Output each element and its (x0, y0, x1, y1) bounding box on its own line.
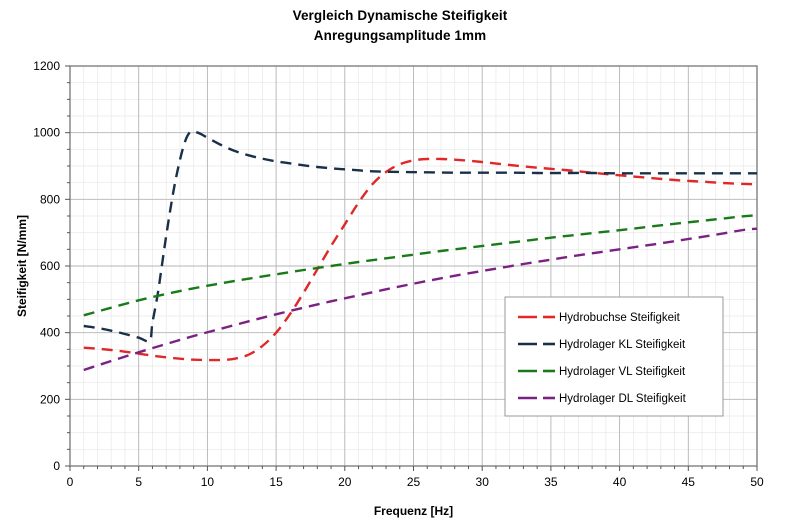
series-line-2 (83, 214, 757, 317)
chart-title: Vergleich Dynamische Steifigkeit (292, 8, 508, 23)
y-tick-label: 200 (40, 392, 60, 406)
x-tick-label: 5 (135, 475, 142, 489)
x-tick-label: 10 (201, 475, 215, 489)
series-line-0 (83, 157, 757, 362)
legend-box (504, 296, 724, 417)
y-tick-label: 600 (40, 259, 60, 273)
chart-subtitle: Anregungsamplitude 1mm (313, 28, 487, 43)
x-tick-label: 25 (407, 475, 421, 489)
y-tick-label: 0 (53, 459, 60, 473)
x-tick-label: 20 (338, 475, 352, 489)
y-tick-label: 400 (40, 326, 60, 340)
legend-label-1: Hydrolager KL Steifigkeit (559, 339, 686, 351)
y-tick-label: 1000 (33, 126, 60, 140)
x-tick-label: 40 (613, 475, 627, 489)
y-tick-label: 800 (40, 192, 60, 206)
x-tick-label: 50 (750, 475, 764, 489)
series-line-1 (83, 130, 757, 343)
x-tick-label: 30 (476, 475, 490, 489)
y-tick-label: 1200 (33, 59, 60, 73)
legend-label-2: Hydrolager VL Steifigkeit (559, 366, 686, 378)
x-tick-label: 0 (67, 475, 74, 489)
y-axis-title: Steifigkeit [N/mm] (15, 215, 29, 317)
legend-label-0: Hydrobuchse Steifigkeit (559, 312, 681, 324)
chart-title-block: Vergleich Dynamische Steifigkeit Anregun… (0, 6, 800, 46)
x-tick-label: 15 (269, 475, 283, 489)
x-tick-label: 45 (682, 475, 696, 489)
x-tick-label: 35 (544, 475, 558, 489)
legend-label-3: Hydrolager DL Steifigkeit (559, 393, 687, 405)
series-line-3 (83, 227, 757, 372)
x-axis-title: Frequenz [Hz] (374, 504, 453, 518)
series-group (83, 130, 757, 372)
